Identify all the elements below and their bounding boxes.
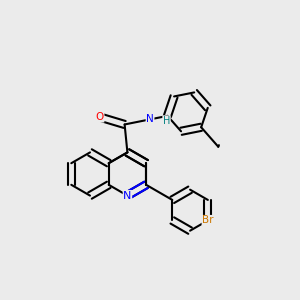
Text: N: N — [146, 114, 154, 124]
Text: N: N — [123, 190, 132, 201]
Text: H: H — [163, 116, 170, 126]
Text: Br: Br — [202, 215, 214, 225]
Text: O: O — [96, 112, 104, 122]
